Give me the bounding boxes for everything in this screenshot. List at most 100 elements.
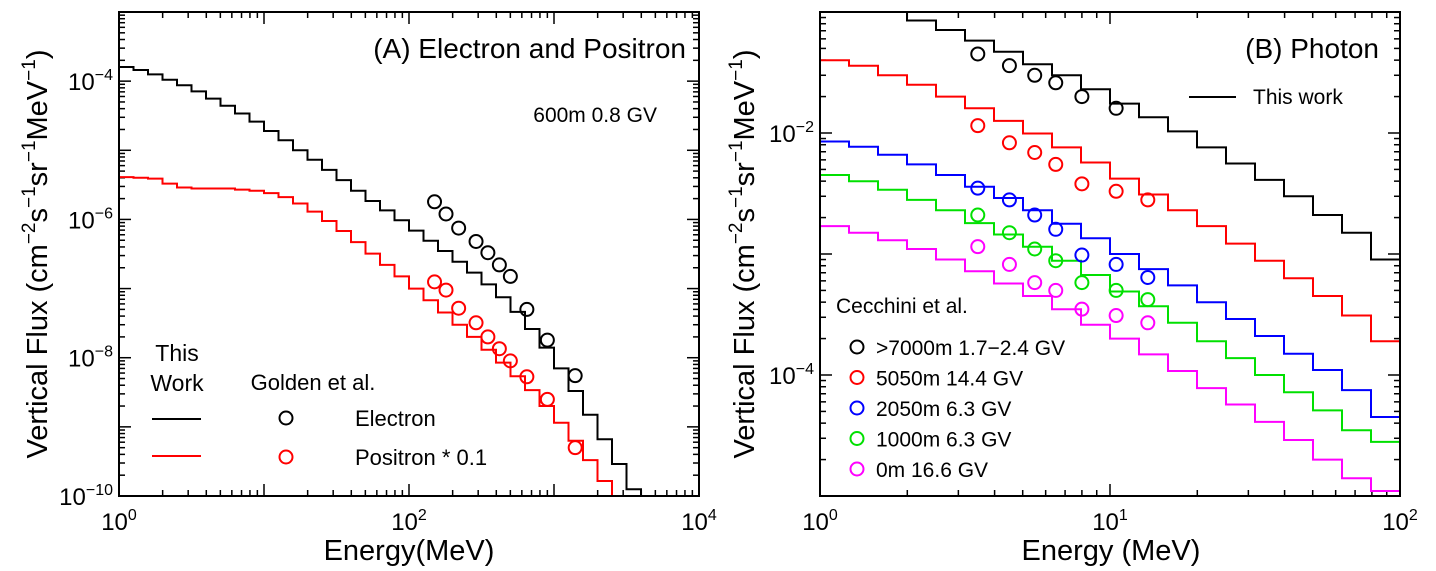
panel-a: 100 102 104 10−10 10−8 10−6 10−4 (A) Electron … (19, 11, 717, 567)
legend-b-label: 1000m 6.3 GV (876, 429, 1011, 452)
panel-b-y-tick-label: 10−4 (769, 361, 814, 390)
panel-a-data-point (502, 353, 518, 369)
panel-b-data-point (1108, 256, 1124, 272)
legend-b-marker (849, 461, 865, 477)
y-label-s: s (22, 208, 54, 223)
svg-text:Vertical Flux (cm−2s−1sr−1MeV−: Vertical Flux (cm−2s−1sr−1MeV−1) (19, 50, 54, 459)
panel-b-data-point (970, 180, 986, 196)
panel-b-x-tick-label: 100 (802, 507, 838, 536)
panel-b-data-point (1027, 207, 1043, 223)
panel-b-data-point (970, 118, 986, 134)
panel-a-data-point (519, 301, 535, 317)
panel-b-data-point (1027, 67, 1043, 83)
legend-b-label: 5050m 14.4 GV (876, 368, 1023, 391)
panel-a-y-tick-label: 10−6 (68, 205, 113, 234)
panel-b-data-point (1074, 176, 1090, 192)
panel-b-legend: This work Cecchini et al. >7000m 1.7−2.4… (836, 86, 1343, 482)
panel-a-x-tick-label: 100 (101, 507, 137, 536)
panel-b-step-line (820, 140, 1400, 418)
legend-b-label: >7000m 1.7−2.4 GV (876, 337, 1065, 360)
panel-b-data-point (1108, 183, 1124, 199)
panel-a-data-points (427, 194, 583, 456)
panel-a-annotation: 600m 0.8 GV (533, 104, 657, 127)
panel-a-step-line (119, 66, 642, 496)
panel-a-x-axis-label: Energy(MeV) (324, 535, 495, 567)
y-label-exp-1: −2 (19, 223, 40, 245)
panel-b-data-point (1001, 192, 1017, 208)
panel-b-step-line (820, 174, 1400, 443)
legend-b-marker (849, 339, 865, 355)
panel-b-data-point (1027, 275, 1043, 291)
y-label-close: ) (22, 50, 54, 60)
panel-b-data-point (1027, 241, 1043, 257)
panel-b-data-point (1048, 221, 1064, 237)
legend-b-label: 0m 16.6 GV (876, 459, 988, 482)
panel-a-step-line (119, 176, 613, 496)
panel-a-data-point (567, 368, 583, 384)
legend-b-marker (849, 370, 865, 385)
panel-b: 100 101 102 10−4 10−2 (B) Photon Energy (MeV… (726, 11, 1418, 567)
panel-a-title: (A) Electron and Positron (373, 33, 686, 64)
panel-b-data-point (1108, 282, 1124, 298)
panel-b-data-point (970, 207, 986, 223)
panel-b-data-point (970, 46, 986, 62)
legend-positron-label: Positron * 0.1 (355, 445, 487, 470)
legend-electron-label: Electron (355, 406, 436, 431)
y-label-exp-3: −1 (726, 140, 747, 162)
y-label-main: Vertical Flux (cm (22, 244, 54, 458)
panel-b-y-axis-label: Vertical Flux (cm−2s−1sr−1MeV−1) (726, 50, 761, 459)
panel-a-x-tick-label: 104 (681, 507, 717, 536)
panel-b-data-point (1140, 292, 1156, 308)
panel-a-series (119, 66, 642, 496)
panel-b-step-line (820, 225, 1400, 492)
panel-a-data-point (539, 391, 555, 407)
panel-a-data-point (491, 341, 507, 357)
panel-a-data-point (451, 220, 467, 236)
panel-a-x-tick-label: 102 (391, 507, 427, 536)
y-label-exp-2: −1 (19, 186, 40, 208)
panel-b-data-point (1048, 282, 1064, 298)
legend-this-line1: This (155, 340, 198, 366)
legend-golden-title: Golden et al. (251, 370, 376, 395)
panel-b-x-tick-label: 101 (1092, 507, 1128, 536)
y-label-mev: MeV (729, 80, 761, 140)
panel-b-x-axis-label: Energy (MeV) (1022, 535, 1201, 567)
panel-a-y-tick-label: 10−4 (68, 67, 113, 96)
panel-a-data-point (480, 329, 496, 345)
panel-a-data-point (438, 282, 454, 298)
legend-this-work-label: This work (1253, 86, 1343, 109)
panel-a-legend: This Work Golden et al. Electron Positro… (150, 340, 487, 470)
panel-a-y-axis-label: Vertical Flux (cm−2s−1sr−1MeV−1) (19, 50, 54, 459)
legend-b-marker (849, 431, 865, 446)
panel-b-data-point (1074, 275, 1090, 291)
legend-b-marker (849, 400, 865, 416)
y-label-s: s (729, 208, 761, 223)
panel-b-data-point (1001, 256, 1017, 272)
panel-a-data-point (539, 332, 555, 348)
panel-b-data-point (1001, 135, 1017, 151)
y-label-sr: sr (729, 162, 761, 187)
panel-b-title: (B) Photon (1245, 33, 1379, 64)
legend-b-label: 2050m 6.3 GV (876, 398, 1011, 421)
panel-b-data-point (1140, 192, 1156, 208)
panel-a-ticks: 100 102 104 10−10 10−8 10−6 10−4 (59, 12, 717, 536)
y-label-close: ) (729, 50, 761, 60)
legend-work-line2: Work (150, 370, 204, 396)
panel-b-data-point (1048, 156, 1064, 172)
panel-b-data-points (970, 46, 1156, 331)
panel-a-y-tick-label: 10−8 (68, 344, 113, 373)
svg-text:Vertical Flux (cm−2s−1sr−1MeV−: Vertical Flux (cm−2s−1sr−1MeV−1) (726, 50, 761, 459)
panel-b-data-point (1001, 225, 1017, 241)
panel-b-data-point (1048, 253, 1064, 269)
legend-b-entries: >7000m 1.7−2.4 GV 5050m 14.4 GV 2050m 6.3 … (849, 337, 1065, 482)
panel-b-plot-frame (819, 11, 1401, 497)
panel-b-data-point (1108, 308, 1124, 324)
panel-b-step-line (820, 59, 1400, 343)
panel-a-data-point (480, 245, 496, 261)
panel-a-y-tick-label: 10−10 (59, 482, 113, 511)
y-label-exp-4: −1 (19, 59, 40, 81)
panel-a-data-point (519, 369, 535, 385)
panel-a-data-point (567, 440, 583, 456)
panel-a-plot-frame (118, 11, 700, 497)
